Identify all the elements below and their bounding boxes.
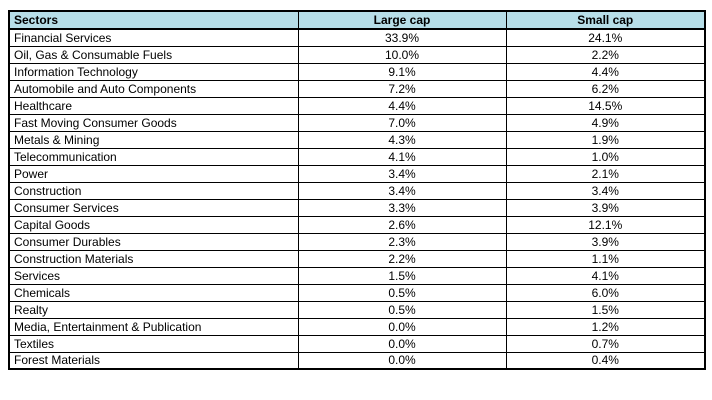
table-row: Services 1.5% 4.1% bbox=[8, 266, 706, 285]
sector-cell: Automobile and Auto Components bbox=[8, 79, 299, 98]
small-cap-cell: 1.5% bbox=[505, 300, 706, 319]
table-row: Automobile and Auto Components 7.2% 6.2% bbox=[8, 79, 706, 98]
large-cap-cell: 3.4% bbox=[297, 164, 507, 183]
large-cap-cell: 9.1% bbox=[297, 62, 507, 81]
small-cap-cell: 3.4% bbox=[505, 181, 706, 200]
table-row: Metals & Mining 4.3% 1.9% bbox=[8, 130, 706, 149]
sector-cell: Telecommunication bbox=[8, 147, 299, 166]
sector-cell: Services bbox=[8, 266, 299, 285]
large-cap-cell: 0.0% bbox=[297, 317, 507, 336]
large-cap-cell: 0.0% bbox=[297, 351, 507, 370]
large-cap-cell: 4.1% bbox=[297, 147, 507, 166]
large-cap-cell: 7.2% bbox=[297, 79, 507, 98]
small-cap-cell: 3.9% bbox=[505, 198, 706, 217]
table-row: Construction Materials 2.2% 1.1% bbox=[8, 249, 706, 268]
table-row: Oil, Gas & Consumable Fuels 10.0% 2.2% bbox=[8, 45, 706, 64]
sector-cell: Construction Materials bbox=[8, 249, 299, 268]
small-cap-cell: 6.2% bbox=[505, 79, 706, 98]
sector-cell: Chemicals bbox=[8, 283, 299, 302]
large-cap-cell: 3.3% bbox=[297, 198, 507, 217]
large-cap-cell: 0.5% bbox=[297, 283, 507, 302]
table-body: Financial Services 33.9% 24.1% Oil, Gas & C… bbox=[8, 28, 706, 370]
small-cap-cell: 3.9% bbox=[505, 232, 706, 251]
large-cap-cell: 1.5% bbox=[297, 266, 507, 285]
large-cap-cell: 4.4% bbox=[297, 96, 507, 115]
small-cap-cell: 2.2% bbox=[505, 45, 706, 64]
small-cap-cell: 14.5% bbox=[505, 96, 706, 115]
sector-cell: Consumer Services bbox=[8, 198, 299, 217]
table-row: Textiles 0.0% 0.7% bbox=[8, 334, 706, 353]
table-row: Consumer Durables 2.3% 3.9% bbox=[8, 232, 706, 251]
sectors-table: Sectors Large cap Small cap Financial Se… bbox=[8, 10, 706, 370]
sector-cell: Oil, Gas & Consumable Fuels bbox=[8, 45, 299, 64]
large-cap-cell: 33.9% bbox=[297, 28, 507, 47]
large-cap-cell: 2.3% bbox=[297, 232, 507, 251]
small-cap-cell: 4.9% bbox=[505, 113, 706, 132]
large-cap-cell: 4.3% bbox=[297, 130, 507, 149]
table-row: Media, Entertainment & Publication 0.0% 1.… bbox=[8, 317, 706, 336]
header-row: Sectors Large cap Small cap bbox=[8, 10, 706, 30]
small-cap-cell: 1.2% bbox=[505, 317, 706, 336]
small-cap-cell: 4.4% bbox=[505, 62, 706, 81]
small-cap-cell: 6.0% bbox=[505, 283, 706, 302]
table-row: Capital Goods 2.6% 12.1% bbox=[8, 215, 706, 234]
sector-cell: Realty bbox=[8, 300, 299, 319]
table-row: Realty 0.5% 1.5% bbox=[8, 300, 706, 319]
col-header-small-cap: Small cap bbox=[505, 10, 706, 30]
sectors-table-container: Sectors Large cap Small cap Financial Se… bbox=[8, 10, 706, 370]
sector-cell: Forest Materials bbox=[8, 351, 299, 370]
small-cap-cell: 24.1% bbox=[505, 28, 706, 47]
sector-cell: Capital Goods bbox=[8, 215, 299, 234]
table-row: Forest Materials 0.0% 0.4% bbox=[8, 351, 706, 370]
table-row: Financial Services 33.9% 24.1% bbox=[8, 28, 706, 47]
table-row: Information Technology 9.1% 4.4% bbox=[8, 62, 706, 81]
large-cap-cell: 2.6% bbox=[297, 215, 507, 234]
sector-cell: Financial Services bbox=[8, 28, 299, 47]
table-row: Power 3.4% 2.1% bbox=[8, 164, 706, 183]
small-cap-cell: 1.1% bbox=[505, 249, 706, 268]
col-header-large-cap: Large cap bbox=[297, 10, 507, 30]
large-cap-cell: 7.0% bbox=[297, 113, 507, 132]
small-cap-cell: 0.7% bbox=[505, 334, 706, 353]
sector-cell: Consumer Durables bbox=[8, 232, 299, 251]
sector-cell: Media, Entertainment & Publication bbox=[8, 317, 299, 336]
sector-cell: Information Technology bbox=[8, 62, 299, 81]
small-cap-cell: 2.1% bbox=[505, 164, 706, 183]
large-cap-cell: 0.0% bbox=[297, 334, 507, 353]
large-cap-cell: 3.4% bbox=[297, 181, 507, 200]
table-row: Telecommunication 4.1% 1.0% bbox=[8, 147, 706, 166]
sector-cell: Construction bbox=[8, 181, 299, 200]
sector-cell: Power bbox=[8, 164, 299, 183]
small-cap-cell: 1.9% bbox=[505, 130, 706, 149]
sector-cell: Textiles bbox=[8, 334, 299, 353]
sector-cell: Healthcare bbox=[8, 96, 299, 115]
large-cap-cell: 2.2% bbox=[297, 249, 507, 268]
table-row: Chemicals 0.5% 6.0% bbox=[8, 283, 706, 302]
small-cap-cell: 1.0% bbox=[505, 147, 706, 166]
small-cap-cell: 0.4% bbox=[505, 351, 706, 370]
col-header-sectors: Sectors bbox=[8, 10, 299, 30]
sector-cell: Fast Moving Consumer Goods bbox=[8, 113, 299, 132]
large-cap-cell: 10.0% bbox=[297, 45, 507, 64]
sector-cell: Metals & Mining bbox=[8, 130, 299, 149]
small-cap-cell: 4.1% bbox=[505, 266, 706, 285]
table-row: Construction 3.4% 3.4% bbox=[8, 181, 706, 200]
large-cap-cell: 0.5% bbox=[297, 300, 507, 319]
table-row: Healthcare 4.4% 14.5% bbox=[8, 96, 706, 115]
table-row: Fast Moving Consumer Goods 7.0% 4.9% bbox=[8, 113, 706, 132]
small-cap-cell: 12.1% bbox=[505, 215, 706, 234]
table-row: Consumer Services 3.3% 3.9% bbox=[8, 198, 706, 217]
